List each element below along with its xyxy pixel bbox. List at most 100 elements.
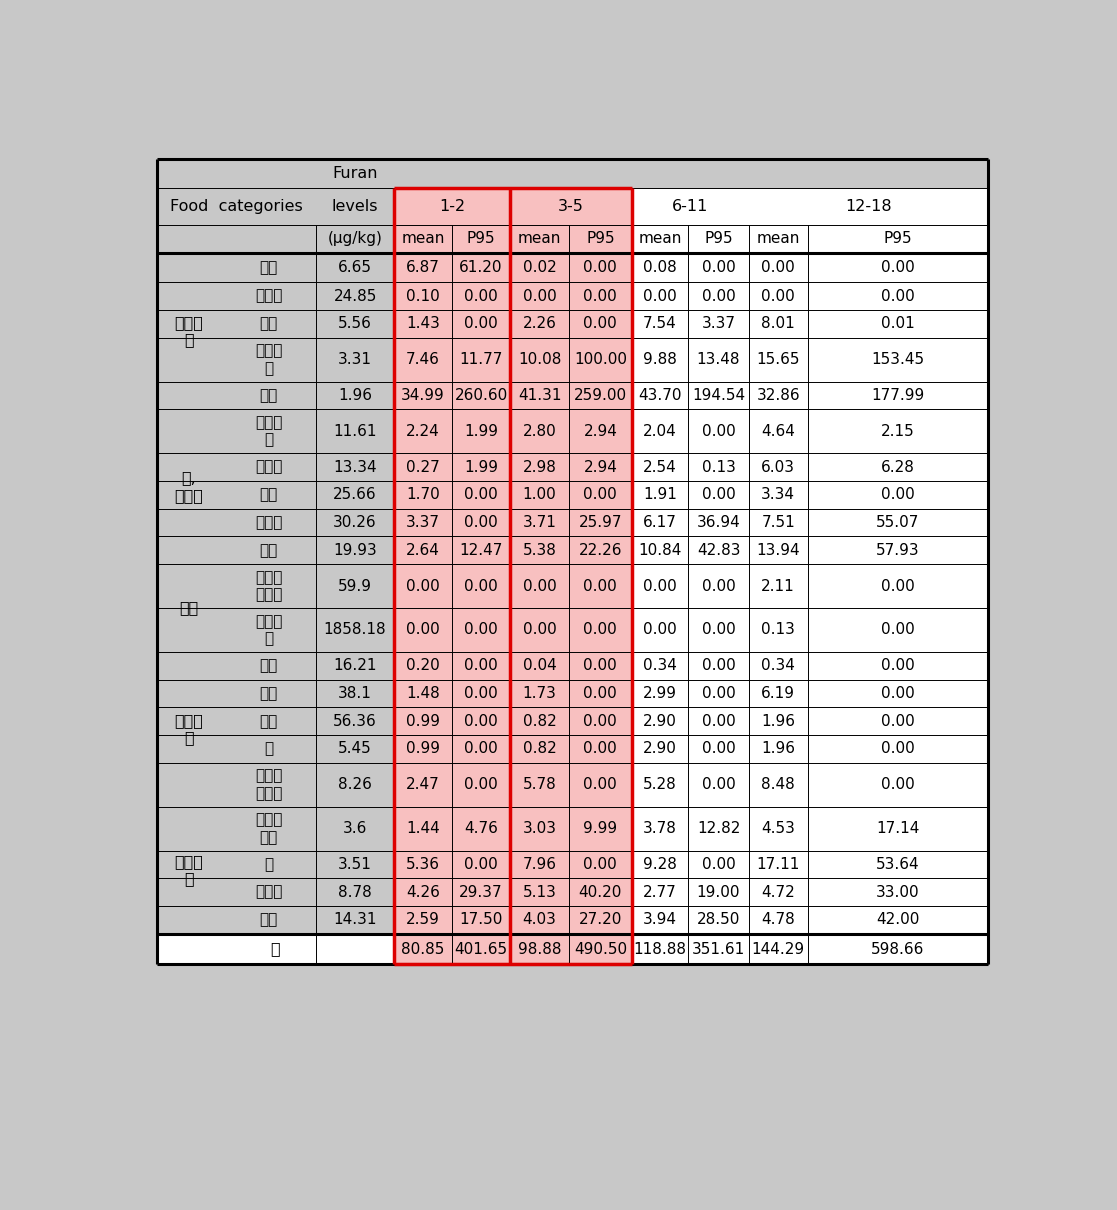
Text: 0.99: 0.99 xyxy=(405,714,440,728)
Text: 0.00: 0.00 xyxy=(583,488,618,502)
Text: 57.93: 57.93 xyxy=(876,543,919,558)
Text: 260.60: 260.60 xyxy=(455,388,507,403)
Text: 0.00: 0.00 xyxy=(881,658,915,673)
Text: 1.96: 1.96 xyxy=(761,714,795,728)
Text: 11.61: 11.61 xyxy=(333,424,376,439)
Text: 7.54: 7.54 xyxy=(643,316,677,332)
Text: 80.85: 80.85 xyxy=(401,941,445,957)
Text: 6.17: 6.17 xyxy=(643,515,677,530)
Text: 7.46: 7.46 xyxy=(405,352,440,367)
Text: 과일주
스: 과일주 스 xyxy=(255,344,283,376)
Text: 1.48: 1.48 xyxy=(405,686,440,701)
Text: 0.00: 0.00 xyxy=(701,777,735,793)
Text: 42.00: 42.00 xyxy=(876,912,919,927)
Text: 401.65: 401.65 xyxy=(455,941,507,957)
Text: 5.38: 5.38 xyxy=(523,543,556,558)
Text: 153.45: 153.45 xyxy=(871,352,925,367)
Text: 1-2: 1-2 xyxy=(439,198,465,213)
Text: 4.64: 4.64 xyxy=(762,424,795,439)
Text: 0.00: 0.00 xyxy=(465,777,498,793)
Text: 0.00: 0.00 xyxy=(465,515,498,530)
Bar xyxy=(156,253,394,964)
Text: 3.37: 3.37 xyxy=(405,515,440,530)
Text: 2.26: 2.26 xyxy=(523,316,556,332)
Text: 곡류두
류: 곡류두 류 xyxy=(255,415,283,448)
Bar xyxy=(156,934,989,964)
Text: 카레: 카레 xyxy=(259,686,278,701)
Text: 4.53: 4.53 xyxy=(762,822,795,836)
Text: 6-11: 6-11 xyxy=(672,198,708,213)
Text: 커피: 커피 xyxy=(179,600,199,616)
Text: 0.00: 0.00 xyxy=(881,714,915,728)
Text: 5.56: 5.56 xyxy=(338,316,372,332)
Text: 수산물: 수산물 xyxy=(255,515,283,530)
Text: 3.78: 3.78 xyxy=(643,822,677,836)
Text: 0.00: 0.00 xyxy=(881,686,915,701)
Text: 490.50: 490.50 xyxy=(574,941,627,957)
Text: 1.44: 1.44 xyxy=(405,822,440,836)
Text: 0.27: 0.27 xyxy=(405,460,440,474)
Text: 3.37: 3.37 xyxy=(701,316,736,332)
Text: 0.00: 0.00 xyxy=(583,260,618,275)
Text: 0.00: 0.00 xyxy=(701,424,735,439)
Text: 100.00: 100.00 xyxy=(574,352,627,367)
Text: 0.00: 0.00 xyxy=(465,622,498,638)
Text: 36.94: 36.94 xyxy=(697,515,741,530)
Text: 13.34: 13.34 xyxy=(333,460,376,474)
Text: 2.64: 2.64 xyxy=(405,543,440,558)
Text: 빵: 빵 xyxy=(264,857,274,872)
Text: 28.50: 28.50 xyxy=(697,912,741,927)
Text: 32.86: 32.86 xyxy=(756,388,800,403)
Text: 1.99: 1.99 xyxy=(464,460,498,474)
Text: 기타식
품: 기타식 품 xyxy=(174,854,203,887)
Text: 0.00: 0.00 xyxy=(881,578,915,594)
Text: 0.00: 0.00 xyxy=(881,742,915,756)
Text: 3.03: 3.03 xyxy=(523,822,556,836)
Text: 177.99: 177.99 xyxy=(871,388,925,403)
Text: 56.36: 56.36 xyxy=(333,714,376,728)
Text: 4.78: 4.78 xyxy=(762,912,795,927)
Text: 6.28: 6.28 xyxy=(881,460,915,474)
Text: 7.51: 7.51 xyxy=(762,515,795,530)
Text: 1.43: 1.43 xyxy=(405,316,440,332)
Text: 0.00: 0.00 xyxy=(701,658,735,673)
Text: 0.00: 0.00 xyxy=(583,686,618,701)
Text: 0.00: 0.00 xyxy=(583,658,618,673)
Text: 61.20: 61.20 xyxy=(459,260,503,275)
Text: 38.1: 38.1 xyxy=(338,686,372,701)
Text: 0.00: 0.00 xyxy=(701,714,735,728)
Text: 0.00: 0.00 xyxy=(583,742,618,756)
Text: 0.00: 0.00 xyxy=(643,622,677,638)
Text: 98.88: 98.88 xyxy=(518,941,561,957)
Text: 9.99: 9.99 xyxy=(583,822,618,836)
Text: P95: P95 xyxy=(704,231,733,247)
Text: 0.00: 0.00 xyxy=(465,658,498,673)
Text: 영양강
화음료: 영양강 화음료 xyxy=(255,768,283,801)
Text: 8.26: 8.26 xyxy=(338,777,372,793)
Text: 2.98: 2.98 xyxy=(523,460,556,474)
Text: 41.31: 41.31 xyxy=(518,388,561,403)
Text: 스낵: 스낵 xyxy=(259,912,278,927)
Text: 0.00: 0.00 xyxy=(465,857,498,872)
Text: 6.03: 6.03 xyxy=(761,460,795,474)
Text: 0.00: 0.00 xyxy=(465,578,498,594)
Text: 144.29: 144.29 xyxy=(752,941,804,957)
Text: 0.00: 0.00 xyxy=(583,316,618,332)
Text: 1.91: 1.91 xyxy=(643,488,677,502)
Text: 12.47: 12.47 xyxy=(459,543,503,558)
Text: 1.73: 1.73 xyxy=(523,686,556,701)
Text: 즉석식
품: 즉석식 품 xyxy=(174,713,203,745)
Text: 2.59: 2.59 xyxy=(405,912,440,927)
Text: 0.00: 0.00 xyxy=(881,289,915,304)
Text: 4.72: 4.72 xyxy=(762,885,795,899)
Text: 5.28: 5.28 xyxy=(643,777,677,793)
Text: 스프: 스프 xyxy=(259,658,278,673)
Text: 영유아
식: 영유아 식 xyxy=(174,315,203,347)
Text: 10.84: 10.84 xyxy=(638,543,681,558)
Text: 6.87: 6.87 xyxy=(405,260,440,275)
Text: 118.88: 118.88 xyxy=(633,941,687,957)
Text: 1.99: 1.99 xyxy=(464,424,498,439)
Text: 6.19: 6.19 xyxy=(761,686,795,701)
Text: 5.45: 5.45 xyxy=(338,742,372,756)
Text: 19.93: 19.93 xyxy=(333,543,376,558)
